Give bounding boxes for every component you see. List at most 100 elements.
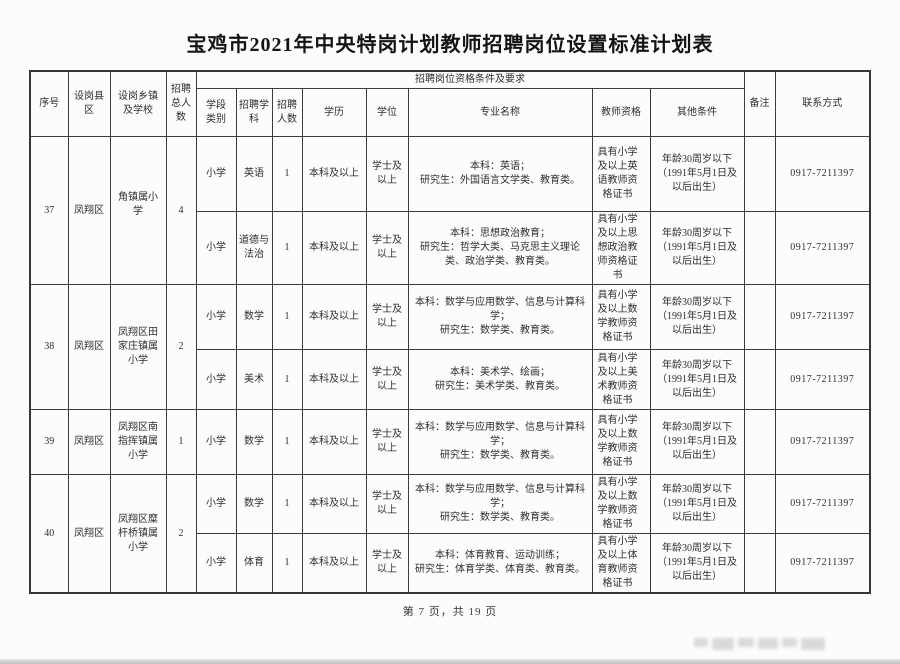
cell-count: 1: [271, 136, 303, 212]
header-count: 招聘人数: [271, 88, 303, 137]
cert-text: 具有小学及以上数学教师资格证书: [597, 415, 638, 468]
cell-remark: [743, 409, 776, 475]
cell-remark: [743, 284, 776, 350]
cell-remark: [743, 211, 776, 285]
watermark-blob: [801, 638, 825, 650]
row-county: 凤翔区: [67, 409, 111, 475]
row-no: 39: [29, 409, 69, 475]
header-row-1: 序号 设岗县区 设岗乡镇及学校 招聘总人数 招聘岗位资格条件及要求 备注 联系方…: [29, 70, 871, 137]
cell-stage: 小学: [195, 284, 237, 350]
table-row: 37 凤翔区 凤翔区彪角镇属小学 4 小学 英语 1 本科及以上 学士及以上 本…: [29, 136, 871, 285]
cell-subject: 体育: [235, 533, 273, 594]
cell-education: 本科及以上: [301, 211, 367, 285]
cell-cert: 具有小学及以上数学教师资格证书: [591, 409, 651, 475]
cell-major: 本科：思想政治教育； 研究生：哲学大类、马克思主义理论类、政治学类、教育类。: [407, 211, 593, 285]
row-school: 凤翔区彪角镇属小学: [109, 136, 167, 285]
cell-remark: [743, 533, 776, 594]
row-school: 凤翔区南指挥镇属小学: [109, 409, 167, 475]
page-number: 第 7 页，共 19 页: [402, 606, 498, 618]
cell-degree: 学士及以上: [365, 409, 409, 475]
watermark-blob: [712, 638, 734, 650]
row-total: 4: [165, 136, 197, 285]
cell-remark: [743, 474, 776, 534]
cell-subject: 英语: [235, 136, 273, 212]
cell-subject: 美术: [235, 349, 273, 410]
cell-contact: 0917-7211397: [774, 409, 871, 475]
cell-degree: 学士及以上: [365, 211, 409, 285]
cell-count: 1: [271, 349, 303, 410]
cell-stage: 小学: [195, 136, 237, 212]
cell-contact: 0917-7211397: [774, 349, 871, 410]
cell-stage: 小学: [195, 474, 237, 534]
cell-stage: 小学: [195, 349, 237, 410]
cell-education: 本科及以上: [301, 349, 367, 410]
header-education: 学历: [301, 88, 367, 137]
cell-cert: 具有小学及以上数学教师资格证书: [591, 284, 651, 350]
header-remark: 备注: [743, 70, 776, 137]
table-row: 小学 体育 1 本科及以上 学士及以上 本科：体育教育、运动训练； 研究生：体育…: [30, 533, 871, 594]
row-total: 2: [165, 284, 197, 410]
header-school-label: 设岗乡镇及学校: [118, 91, 158, 116]
cell-subject: 道德与法治: [235, 211, 273, 285]
cell-other: 年龄30周岁以下 （1991年5月1日及以后出生）: [649, 284, 745, 350]
cell-cert: 具有小学及以上英语教师资格证书: [591, 136, 651, 212]
cell-contact: 0917-7211397: [774, 474, 871, 534]
school-name: 凤翔区南指挥镇属小学: [118, 422, 158, 461]
cell-degree: 学士及以上: [365, 349, 409, 410]
table-row: 39 凤翔区 凤翔区南指挥镇属小学 1 小学 数学 1 本科及以上 学士及以上 …: [29, 409, 871, 475]
cell-count: 1: [271, 211, 303, 285]
header-county: 设岗县区: [67, 70, 111, 137]
cell-remark: [743, 349, 776, 410]
cell-cert: 具有小学及以上体育教师资格证书: [591, 533, 651, 594]
cell-stage: 小学: [195, 409, 237, 475]
cell-remark: [743, 136, 776, 212]
row-total: 2: [165, 474, 197, 594]
cell-subject: 数学: [235, 409, 273, 475]
bottom-edge-strip: [0, 659, 900, 664]
watermark-blob: [758, 638, 778, 649]
header-degree: 学位: [365, 88, 409, 137]
cell-major: 本科：英语； 研究生：外国语言文学类、教育类。: [407, 136, 593, 212]
cell-count: 1: [271, 409, 303, 475]
watermark-smudge: [692, 632, 882, 654]
cell-education: 本科及以上: [301, 136, 367, 212]
cell-major: 本科：数学与应用数学、信息与计算科学； 研究生：数学类、教育类。: [407, 284, 593, 350]
cell-count: 1: [271, 533, 303, 594]
row-total: 1: [165, 409, 197, 475]
cert-text: 具有小学及以上数学教师资格证书: [597, 477, 638, 530]
cell-degree: 学士及以上: [365, 474, 409, 534]
cell-subject: 数学: [235, 284, 273, 350]
cell-major: 本科：美术学、绘画； 研究生：美术学类、教育类。: [407, 349, 593, 410]
cell-subject: 数学: [235, 474, 273, 534]
row-no: 37: [29, 136, 69, 285]
cell-other: 年龄30周岁以下 （1991年5月1日及以后出生）: [649, 474, 745, 534]
header-major: 专业名称: [407, 88, 593, 137]
cell-degree: 学士及以上: [365, 284, 409, 350]
table-row: 38 凤翔区 凤翔区田家庄镇属小学 2 小学 数学 1 本科及以上 学士及以上 …: [29, 284, 871, 410]
school-name: 凤翔区彪角镇属小学: [118, 188, 158, 217]
school-clip: 凤翔区彪角镇属小学: [113, 188, 164, 234]
cell-count: 1: [271, 474, 303, 534]
header-stage: 学段类别: [195, 88, 237, 137]
cell-other: 年龄30周岁以下 （1991年5月1日及以后出生）: [649, 533, 745, 594]
header-other: 其他条件: [649, 88, 745, 137]
header-row-2: 学段类别 招聘学科 招聘人数 学历 学位 专业名称 教师资格 其他条件: [30, 88, 870, 137]
cert-text: 具有小学及以上体育教师资格证书: [597, 536, 638, 589]
cert-text: 具有小学及以上英语教师资格证书: [597, 147, 638, 200]
watermark-blob: [782, 638, 797, 647]
cell-other: 年龄30周岁以下 （1991年5月1日及以后出生）: [649, 349, 745, 410]
cell-contact: 0917-7211397: [774, 136, 871, 212]
header-school: 设岗乡镇及学校: [109, 70, 167, 137]
page-title: 宝鸡市2021年中央特岗计划教师招聘岗位设置标准计划表: [186, 34, 714, 56]
cell-contact: 0917-7211397: [774, 533, 871, 594]
cell-count: 1: [271, 284, 303, 350]
school-name: 凤翔区田家庄镇属小学: [118, 327, 158, 366]
cell-degree: 学士及以上: [365, 533, 409, 594]
cell-degree: 学士及以上: [365, 136, 409, 212]
cell-cert: 具有小学及以上思想政治教师资格证书: [591, 211, 651, 285]
cell-stage: 小学: [195, 211, 237, 285]
cell-cert: 具有小学及以上美术教师资格证书: [591, 349, 651, 410]
header-county-label: 设岗县区: [74, 91, 104, 116]
cell-other: 年龄30周岁以下 （1991年5月1日及以后出生）: [649, 136, 745, 212]
header-stage-label: 学段类别: [206, 99, 226, 125]
